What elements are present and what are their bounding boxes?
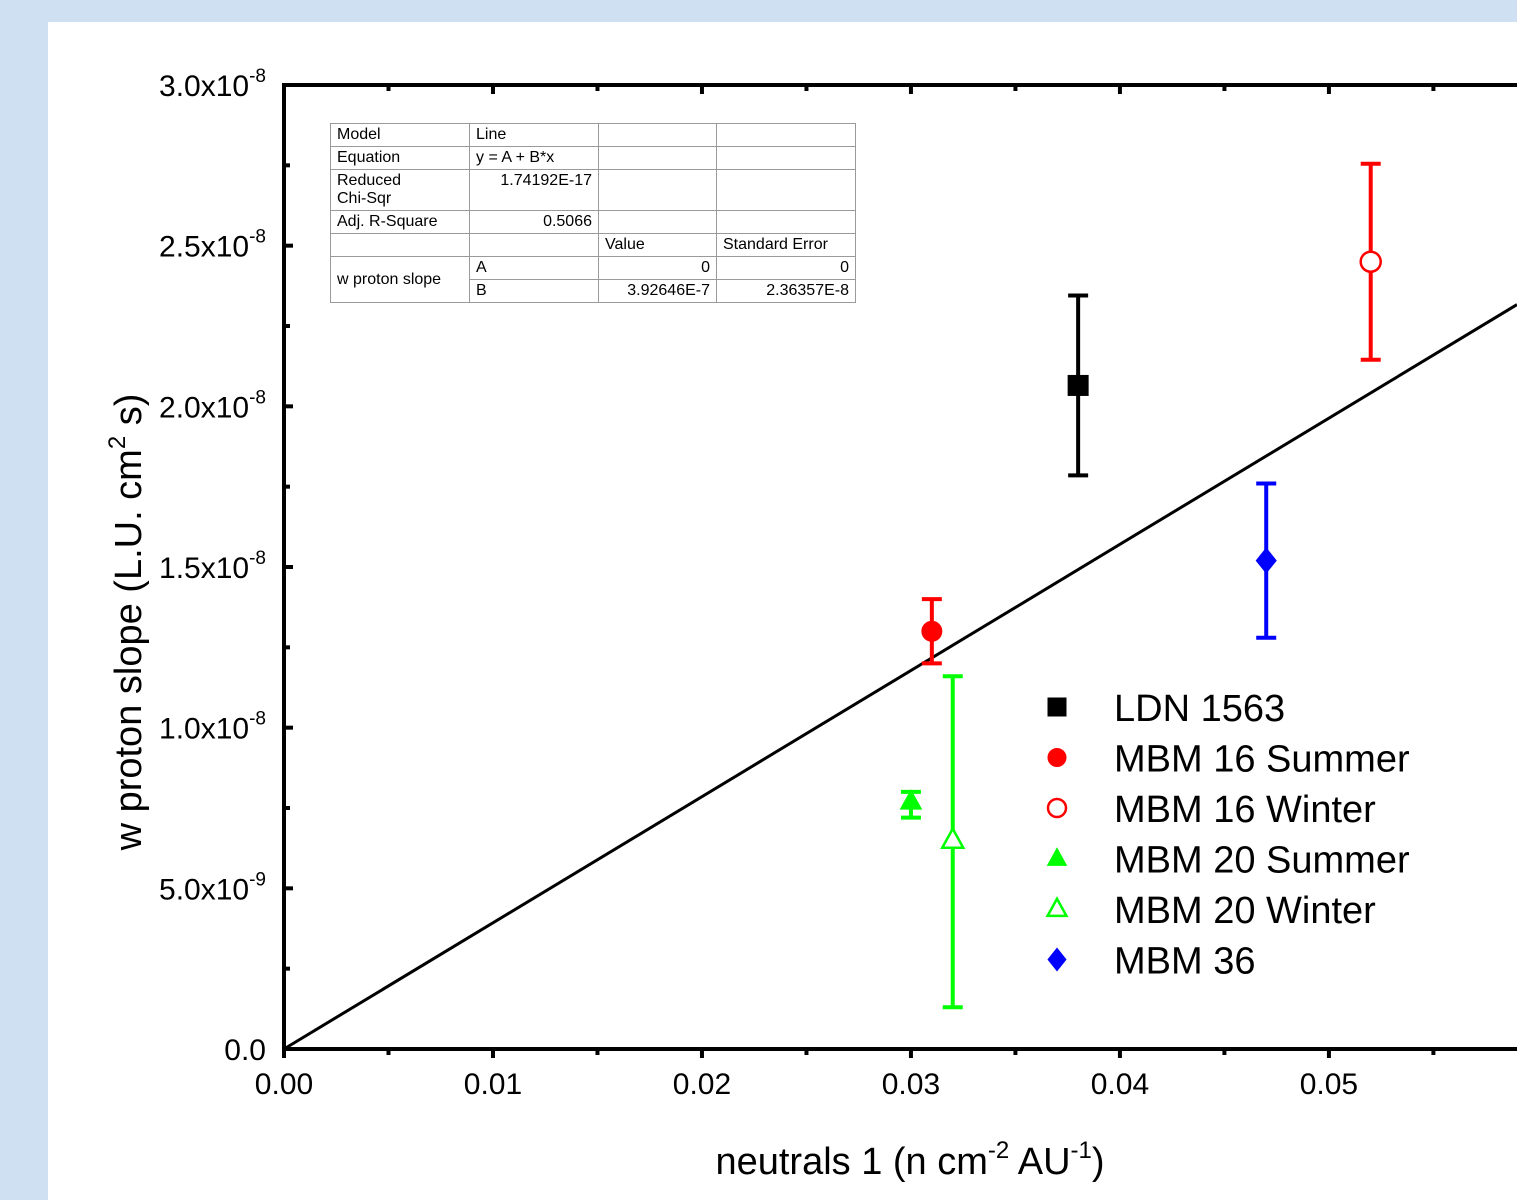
x-tick-label: 0.02 bbox=[673, 1068, 731, 1101]
x-tick-label: 0.01 bbox=[464, 1068, 522, 1101]
legend-marker bbox=[1045, 896, 1069, 918]
y-tick-label: 2.5x10-8 bbox=[159, 227, 266, 264]
table-cell bbox=[598, 146, 717, 170]
table-cell bbox=[469, 233, 599, 257]
table-cell bbox=[598, 169, 717, 211]
legend-label: MBM 36 bbox=[1114, 941, 1255, 983]
data-point bbox=[940, 826, 966, 849]
table-cell: Model bbox=[330, 123, 470, 147]
y-tick-label: 3.0x10-8 bbox=[159, 66, 266, 103]
fit-results-table: Model Line Equation y = A + B*x Reduced C… bbox=[330, 123, 856, 303]
chart: 0.00 0.01 0.02 0.03 0.04 0.05 0 0.0 5.0x10-9 1.0x… bbox=[104, 66, 1517, 1183]
table-cell bbox=[598, 210, 717, 234]
table-cell bbox=[598, 123, 717, 147]
table-cell bbox=[716, 169, 856, 211]
table-cell: 0 bbox=[598, 256, 717, 280]
table-cell: Reduced Chi-Sqr bbox=[330, 169, 470, 211]
y-tick-label: 1.0x10-8 bbox=[159, 709, 266, 746]
y-tick-label: 0.0 bbox=[224, 1034, 266, 1067]
x-tick-label: 0.03 bbox=[882, 1068, 940, 1101]
table-cell bbox=[716, 123, 856, 147]
table-cell: Equation bbox=[330, 146, 470, 170]
x-tick-label: 0.04 bbox=[1091, 1068, 1149, 1101]
data-point bbox=[899, 789, 923, 810]
table-cell: Adj. R-Square bbox=[330, 210, 470, 234]
table-cell: 0.5066 bbox=[469, 210, 599, 234]
table-cell bbox=[716, 146, 856, 170]
x-tick-label: 0.00 bbox=[255, 1068, 313, 1101]
table-cell: Value bbox=[598, 233, 717, 257]
table-cell: A bbox=[469, 256, 599, 280]
y-tick-label: 2.0x10-8 bbox=[159, 387, 266, 424]
x-tick-label: 0.05 bbox=[1300, 1068, 1358, 1101]
y-axis-title: w proton slope (L.U. cm2 s) bbox=[104, 394, 150, 852]
legend-marker bbox=[1047, 748, 1067, 767]
series-mbm-20-winter bbox=[940, 674, 966, 1010]
table-cell: Standard Error bbox=[716, 233, 856, 257]
table-cell: 3.92646E-7 bbox=[598, 279, 717, 303]
x-axis-title: neutrals 1 (n cm-2 AU-1) bbox=[715, 1137, 1104, 1183]
table-cell: 2.36357E-8 bbox=[716, 279, 856, 303]
table-cell: y = A + B*x bbox=[469, 146, 599, 170]
legend-label: MBM 16 Winter bbox=[1114, 789, 1376, 831]
table-cell: 0 bbox=[716, 256, 856, 280]
y-tick-label: 1.5x10-8 bbox=[159, 548, 266, 585]
series-mbm-16-winter bbox=[1359, 161, 1382, 362]
table-cell: 1.74192E-17 bbox=[469, 169, 599, 211]
fit-line bbox=[283, 303, 1517, 1051]
table-cell: w proton slope bbox=[330, 256, 470, 303]
series-ldn-1563 bbox=[1067, 293, 1089, 478]
legend-label: MBM 20 Winter bbox=[1114, 890, 1376, 932]
data-point bbox=[1359, 250, 1382, 273]
legend-marker bbox=[1047, 947, 1067, 972]
table-cell bbox=[330, 233, 470, 257]
data-point bbox=[921, 620, 943, 642]
data-point bbox=[1255, 547, 1277, 574]
series-mbm-36 bbox=[1255, 481, 1277, 640]
chart-panel: 0.00 0.01 0.02 0.03 0.04 0.05 0 0.0 5.0x10-9 1.0x… bbox=[48, 22, 1517, 1200]
legend-label: MBM 16 Summer bbox=[1114, 739, 1410, 781]
legend-label: LDN 1563 bbox=[1114, 688, 1285, 730]
series-mbm-20-summer bbox=[899, 789, 923, 820]
legend-marker bbox=[1046, 797, 1068, 819]
legend-label: MBM 20 Summer bbox=[1114, 840, 1410, 882]
legend-marker bbox=[1047, 697, 1067, 717]
data-point bbox=[1067, 374, 1089, 396]
y-tick-label: 5.0x10-9 bbox=[159, 869, 266, 906]
table-cell: B bbox=[469, 279, 599, 303]
legend-marker bbox=[1046, 847, 1068, 866]
table-cell bbox=[716, 210, 856, 234]
table-cell: Line bbox=[469, 123, 599, 147]
series-mbm-16-summer bbox=[921, 597, 943, 666]
